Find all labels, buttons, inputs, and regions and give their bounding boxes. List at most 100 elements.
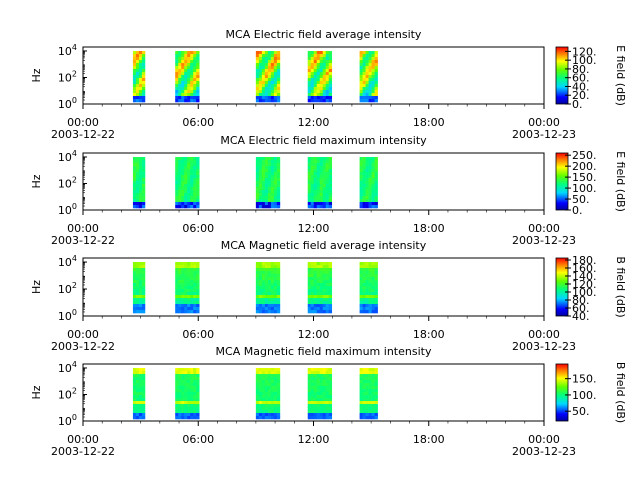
data-block-1: [132, 51, 146, 103]
colorbar-tick-label: 140.: [572, 270, 597, 283]
y-tick-exponent: 2: [72, 175, 77, 184]
x-tick-label: 18:00: [413, 433, 445, 446]
y-axis-label: Hz: [30, 385, 43, 399]
data-block-5: [359, 157, 378, 209]
y-tick-exponent: 2: [72, 69, 77, 78]
y-tick-exponent: 0: [72, 202, 77, 211]
x-tick-label: 00:00: [67, 433, 99, 446]
colorbar-tick-label: 60.: [572, 72, 590, 85]
x-date-label: 2003-12-23: [512, 445, 576, 458]
y-tick-exponent: 4: [72, 149, 77, 158]
y-tick-label: 102: [58, 69, 77, 84]
data-block-3: [255, 51, 281, 103]
x-tick-label: 00:00: [67, 116, 99, 129]
data-block-2: [175, 51, 200, 103]
x-date-label: 2003-12-22: [51, 234, 115, 247]
x-tick-label: 12:00: [298, 433, 330, 446]
panel-title: MCA Electric field average intensity: [226, 28, 422, 41]
y-tick-label: 104: [58, 360, 77, 375]
x-tick-label: 00:00: [528, 328, 560, 341]
colorbar-tick-label: 50.: [572, 193, 590, 206]
x-tick-label: 12:00: [298, 222, 330, 235]
colorbar-tick-label: 250.: [572, 149, 597, 162]
colorbar-tick-label: 100.: [572, 54, 597, 67]
y-axis-label: Hz: [30, 68, 43, 82]
data-block-4: [307, 51, 333, 103]
panel-2: MCA Electric field maximum intensity 100 1…: [30, 134, 627, 247]
panel-title: MCA Magnetic field maximum intensity: [216, 345, 432, 358]
data-block-1: [132, 262, 146, 314]
y-tick-exponent: 0: [72, 413, 77, 422]
spectrogram-data: [132, 368, 378, 420]
data-block-3: [255, 368, 281, 420]
x-tick-label: 06:00: [182, 222, 214, 235]
x-tick-label: 06:00: [182, 328, 214, 341]
colorbar: 0.20.40.60.80.100.120. E field (dB): [555, 45, 627, 111]
x-tick-label: 18:00: [413, 222, 445, 235]
x-date-label: 2003-12-23: [512, 234, 576, 247]
x-tick-label: 06:00: [182, 433, 214, 446]
colorbar-tick-label: 20.: [572, 89, 590, 102]
panel-1: MCA Electric field average intensity 100 1…: [30, 28, 627, 141]
y-tick-exponent: 2: [72, 386, 77, 395]
data-block-3: [255, 262, 281, 314]
colorbar-tick-label: 150.: [572, 171, 597, 184]
colorbar-label: B field (dB): [614, 362, 627, 423]
colorbar: 50. 100. 150. B field (dB): [555, 362, 627, 423]
data-block-3: [255, 157, 281, 209]
colorbar-gradient: [555, 257, 569, 317]
x-tick-label: 06:00: [182, 116, 214, 129]
colorbar-tick-label: 150.: [572, 373, 597, 386]
y-tick-exponent: 2: [72, 281, 77, 290]
x-tick-label: 18:00: [413, 116, 445, 129]
spectrogram-data: [132, 51, 378, 103]
colorbar-gradient: [555, 46, 569, 105]
colorbar-label: B field (dB): [614, 256, 627, 317]
colorbar-label: E field (dB): [614, 45, 627, 106]
colorbar-tick-label: 80.: [572, 294, 590, 307]
data-block-4: [307, 368, 333, 420]
panel-3: MCA Magnetic field average intensity 100 1…: [30, 239, 627, 353]
colorbar: 40.60.80.100.120.140.160.180. B field (dB…: [555, 254, 627, 323]
x-tick-label: 00:00: [67, 222, 99, 235]
colorbar-tick-label: 120.: [572, 278, 597, 291]
x-tick-label: 12:00: [298, 116, 330, 129]
x-tick-label: 00:00: [528, 222, 560, 235]
data-block-1: [132, 368, 146, 420]
data-block-4: [307, 157, 333, 209]
y-axis-label: Hz: [30, 174, 43, 188]
y-axis-label: Hz: [30, 280, 43, 294]
colorbar-tick-label: 50.: [572, 405, 590, 418]
y-tick-exponent: 4: [72, 43, 77, 52]
x-tick-label: 00:00: [67, 328, 99, 341]
y-tick-label: 100: [58, 413, 77, 428]
y-tick-label: 104: [58, 254, 77, 269]
x-tick-label: 12:00: [298, 328, 330, 341]
colorbar-tick-label: 100.: [572, 286, 597, 299]
y-tick-label: 102: [58, 175, 77, 190]
y-tick-exponent: 4: [72, 254, 77, 263]
colorbar-tick-label: 180.: [572, 254, 597, 267]
y-tick-exponent: 0: [72, 96, 77, 105]
colorbar-tick-label: 60.: [572, 302, 590, 315]
x-date-label: 2003-12-22: [51, 128, 115, 141]
spectrogram-data: [132, 262, 378, 314]
y-tick-label: 100: [58, 308, 77, 323]
data-block-1: [132, 157, 146, 209]
colorbar-gradient: [555, 152, 569, 211]
y-tick-label: 102: [58, 386, 77, 401]
data-block-5: [359, 368, 378, 420]
colorbar-tick-label: 40.: [572, 310, 590, 323]
panel-4: MCA Magnetic field maximum intensity 100 1…: [30, 345, 627, 458]
colorbar-tick-label: 80.: [572, 63, 590, 76]
colorbar-tick-label: 100.: [572, 389, 597, 402]
x-tick-label: 18:00: [413, 328, 445, 341]
panel-title: MCA Electric field maximum intensity: [220, 134, 427, 147]
y-tick-label: 104: [58, 149, 77, 164]
colorbar: 0.50.100.150.200.250. E field (dB): [555, 149, 627, 217]
y-tick-label: 102: [58, 281, 77, 296]
x-date-label: 2003-12-22: [51, 340, 115, 353]
colorbar-tick-label: 40.: [572, 80, 590, 93]
y-tick-exponent: 0: [72, 308, 77, 317]
